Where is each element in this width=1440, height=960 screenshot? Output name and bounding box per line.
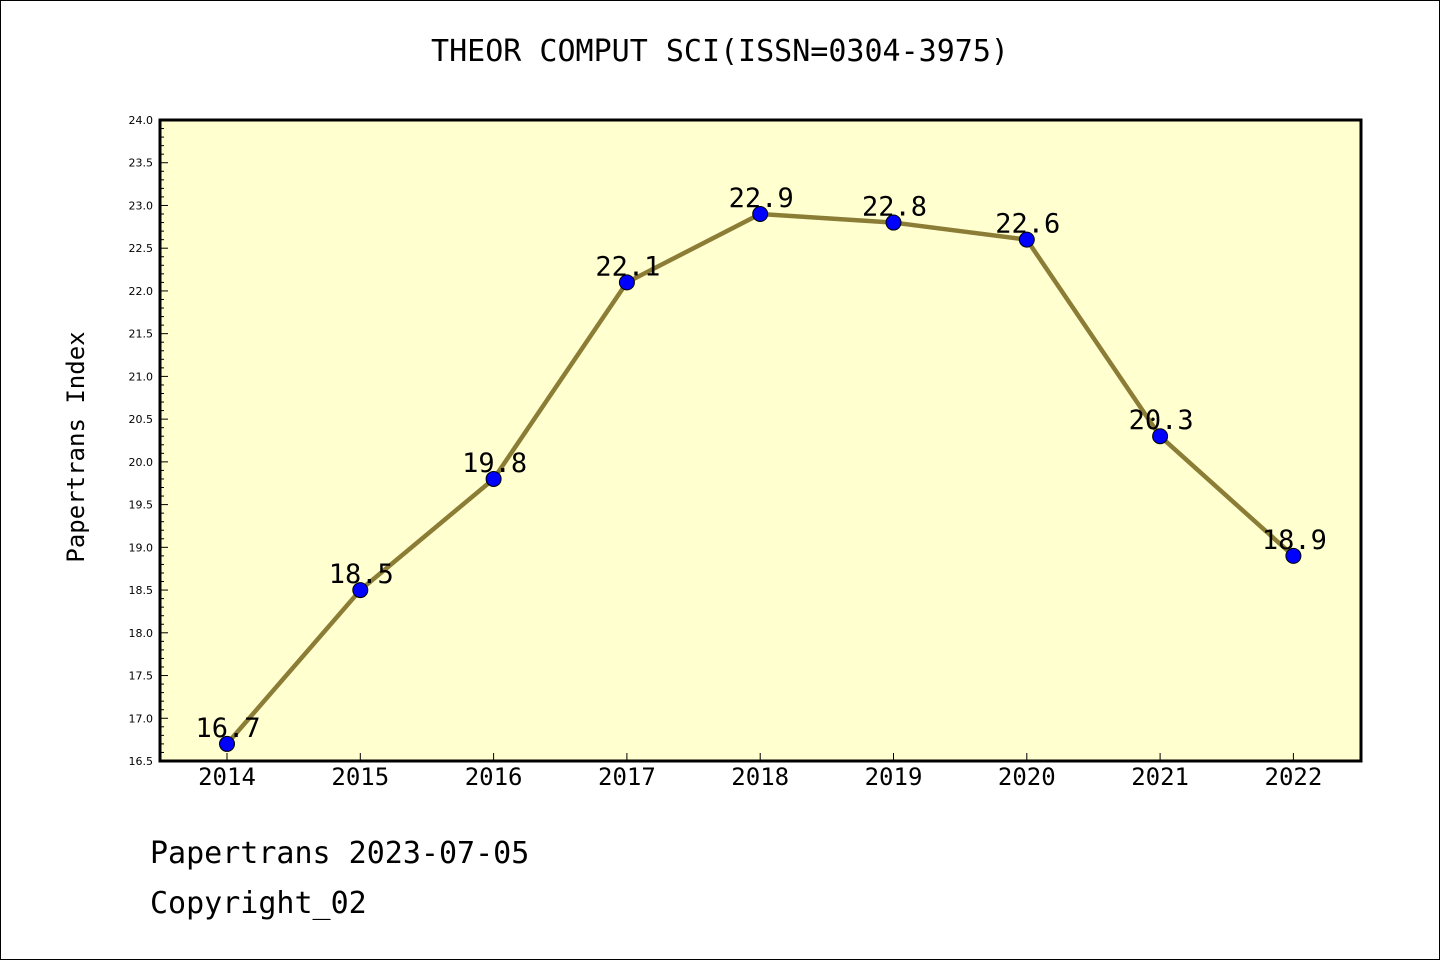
data-label: 22.1 <box>595 251 660 282</box>
y-tick-label: 23.5 <box>129 157 154 170</box>
y-tick-label: 21.5 <box>129 328 154 341</box>
y-tick-label: 24.0 <box>129 114 154 127</box>
x-tick-label: 2017 <box>598 763 656 791</box>
y-tick-label: 22.0 <box>129 285 154 298</box>
y-tick-label: 17.5 <box>129 670 154 683</box>
data-label: 16.7 <box>195 713 260 744</box>
data-label: 22.9 <box>729 183 794 214</box>
y-tick-label: 16.5 <box>129 755 154 768</box>
data-label: 22.8 <box>862 192 927 223</box>
y-tick-label: 19.0 <box>129 541 154 554</box>
chart-title: THEOR COMPUT SCI(ISSN=0304-3975) <box>431 34 1009 69</box>
y-tick-label: 18.5 <box>129 584 154 597</box>
data-point <box>885 214 902 231</box>
x-tick-label: 2019 <box>865 763 923 791</box>
y-tick-label: 21.0 <box>129 370 154 383</box>
x-tick-label: 2018 <box>731 763 789 791</box>
y-tick-label: 23.0 <box>129 199 154 212</box>
x-tick-label: 2015 <box>331 763 389 791</box>
data-label: 22.6 <box>995 209 1060 240</box>
data-labels: 16.7 18.5 19.8 22.1 22.9 22.8 22.6 20.3 18.9 <box>195 183 1326 744</box>
data-points <box>219 206 1302 752</box>
y-tick-label: 17.0 <box>129 712 154 725</box>
data-point <box>1285 547 1302 564</box>
y-tick-label: 20.5 <box>129 413 154 426</box>
x-tick-label: 2021 <box>1131 763 1189 791</box>
footer-copyright: Copyright_02 <box>150 886 367 921</box>
x-tick-label: 2014 <box>198 763 256 791</box>
x-tick-label: 2016 <box>465 763 523 791</box>
data-point <box>752 206 769 223</box>
data-point <box>219 735 235 752</box>
data-label: 20.3 <box>1129 405 1194 436</box>
footer-date: Papertrans 2023-07-05 <box>150 836 530 871</box>
data-label: 19.8 <box>462 448 527 479</box>
x-axis: 2014 2015 2016 2017 2018 2019 2020 2021 2022 <box>198 753 1322 791</box>
data-label: 18.5 <box>329 559 394 590</box>
data-label: 18.9 <box>1262 525 1327 556</box>
data-point <box>1018 231 1035 248</box>
x-tick-label: 2022 <box>1265 763 1323 791</box>
y-tick-label: 19.5 <box>129 499 154 512</box>
data-point <box>1152 428 1169 445</box>
y-tick-label: 18.0 <box>129 627 154 640</box>
y-tick-label: 22.5 <box>129 242 154 255</box>
x-tick-label: 2020 <box>998 763 1056 791</box>
data-point <box>485 470 502 487</box>
data-point <box>352 582 369 599</box>
plot-border <box>158 118 1363 763</box>
data-point <box>618 274 635 291</box>
y-tick-label: 20.0 <box>129 456 154 469</box>
